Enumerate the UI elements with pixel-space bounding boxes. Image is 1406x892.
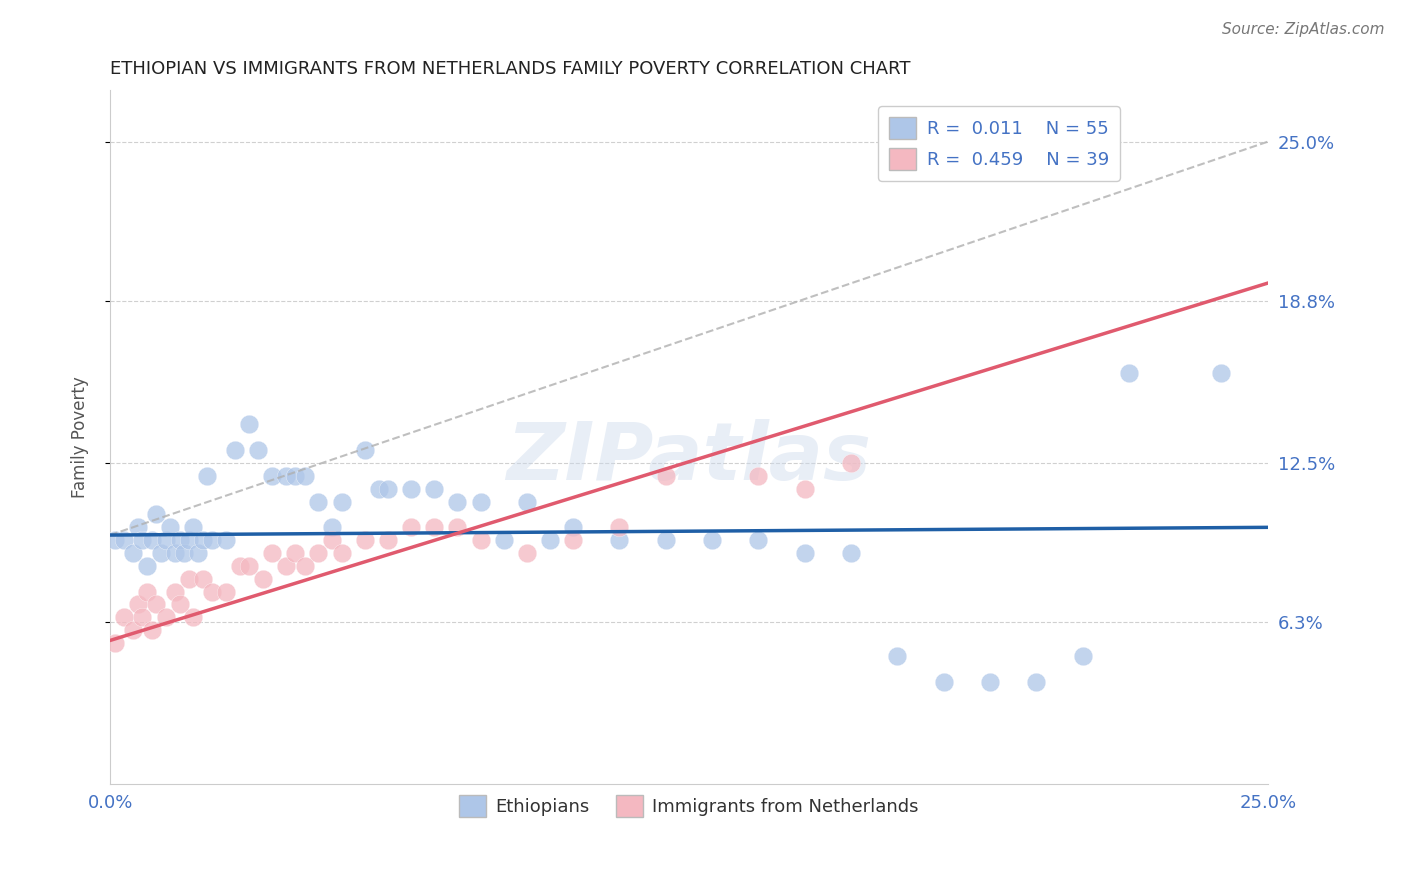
Point	[308, 546, 330, 560]
Point	[655, 533, 678, 548]
Point	[321, 520, 343, 534]
Point	[793, 546, 815, 560]
Point	[201, 584, 224, 599]
Point	[195, 469, 218, 483]
Point	[247, 443, 270, 458]
Point	[201, 533, 224, 548]
Text: ETHIOPIAN VS IMMIGRANTS FROM NETHERLANDS FAMILY POVERTY CORRELATION CHART: ETHIOPIAN VS IMMIGRANTS FROM NETHERLANDS…	[110, 60, 911, 78]
Point	[1071, 648, 1094, 663]
Point	[131, 610, 153, 624]
Point	[294, 469, 316, 483]
Point	[163, 584, 186, 599]
Point	[104, 533, 127, 548]
Point	[145, 598, 167, 612]
Point	[470, 533, 492, 548]
Point	[183, 520, 205, 534]
Point	[377, 482, 399, 496]
Point	[274, 558, 297, 573]
Point	[1025, 674, 1047, 689]
Point	[145, 508, 167, 522]
Point	[793, 482, 815, 496]
Point	[538, 533, 561, 548]
Y-axis label: Family Poverty: Family Poverty	[72, 376, 89, 499]
Point	[183, 610, 205, 624]
Point	[215, 584, 238, 599]
Point	[330, 546, 353, 560]
Point	[377, 533, 399, 548]
Point	[423, 482, 446, 496]
Point	[562, 533, 585, 548]
Point	[177, 533, 200, 548]
Point	[609, 520, 631, 534]
Point	[141, 623, 163, 637]
Point	[127, 598, 149, 612]
Point	[979, 674, 1001, 689]
Point	[136, 558, 159, 573]
Point	[330, 494, 353, 508]
Point	[839, 546, 862, 560]
Point	[169, 598, 191, 612]
Point	[367, 482, 389, 496]
Point	[274, 469, 297, 483]
Point	[141, 533, 163, 548]
Point	[655, 469, 678, 483]
Point	[470, 494, 492, 508]
Legend: Ethiopians, Immigrants from Netherlands: Ethiopians, Immigrants from Netherlands	[451, 788, 927, 824]
Point	[187, 546, 209, 560]
Point	[159, 520, 181, 534]
Point	[886, 648, 908, 663]
Point	[191, 572, 214, 586]
Point	[284, 469, 307, 483]
Point	[747, 533, 769, 548]
Point	[177, 572, 200, 586]
Point	[932, 674, 955, 689]
Point	[262, 546, 284, 560]
Point	[238, 558, 260, 573]
Point	[215, 533, 238, 548]
Point	[112, 610, 135, 624]
Point	[284, 546, 307, 560]
Point	[163, 546, 186, 560]
Point	[238, 417, 260, 432]
Point	[191, 533, 214, 548]
Point	[516, 494, 538, 508]
Point	[122, 623, 145, 637]
Point	[399, 482, 422, 496]
Point	[136, 584, 159, 599]
Point	[446, 494, 468, 508]
Point	[353, 443, 375, 458]
Point	[173, 546, 195, 560]
Point	[308, 494, 330, 508]
Text: ZIPatlas: ZIPatlas	[506, 419, 872, 497]
Point	[131, 533, 153, 548]
Point	[155, 610, 177, 624]
Point	[399, 520, 422, 534]
Point	[127, 520, 149, 534]
Point	[747, 469, 769, 483]
Point	[516, 546, 538, 560]
Point	[700, 533, 723, 548]
Point	[423, 520, 446, 534]
Point	[122, 546, 145, 560]
Point	[839, 456, 862, 470]
Point	[252, 572, 274, 586]
Point	[321, 533, 343, 548]
Point	[169, 533, 191, 548]
Point	[229, 558, 252, 573]
Point	[353, 533, 375, 548]
Point	[112, 533, 135, 548]
Text: Source: ZipAtlas.com: Source: ZipAtlas.com	[1222, 22, 1385, 37]
Point	[262, 469, 284, 483]
Point	[1211, 366, 1233, 380]
Point	[294, 558, 316, 573]
Point	[609, 533, 631, 548]
Point	[224, 443, 246, 458]
Point	[562, 520, 585, 534]
Point	[1118, 366, 1140, 380]
Point	[150, 546, 173, 560]
Point	[104, 636, 127, 650]
Point	[492, 533, 515, 548]
Point	[446, 520, 468, 534]
Point	[155, 533, 177, 548]
